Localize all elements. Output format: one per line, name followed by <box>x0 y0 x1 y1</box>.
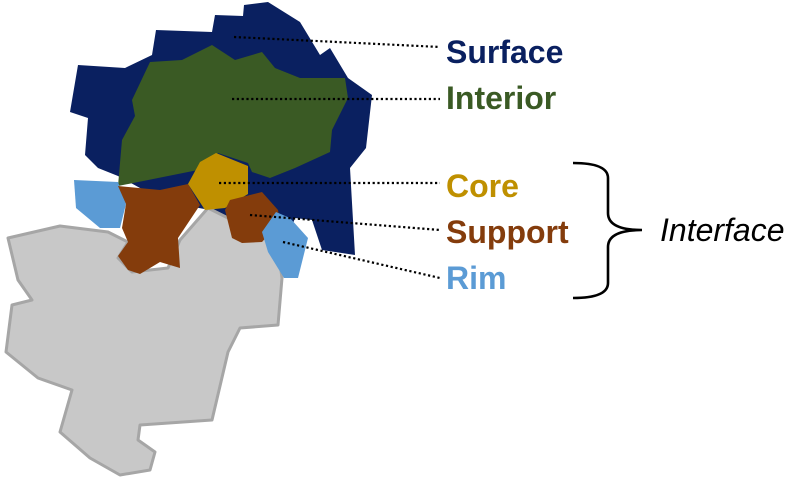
interior-region <box>118 45 348 186</box>
surface-leader-line <box>233 35 441 49</box>
support-leader-line <box>249 213 441 232</box>
support-region-left <box>118 184 200 274</box>
rim-region-left <box>74 180 126 228</box>
interface-bracket <box>572 161 643 300</box>
rim-leader-line <box>282 240 441 280</box>
rim-label: Rim <box>446 260 506 296</box>
interface-label: Interface <box>660 212 785 248</box>
rim-region-right <box>262 212 308 278</box>
interior-label: Interior <box>446 80 556 116</box>
support-label: Support <box>446 214 569 250</box>
surface-label: Surface <box>446 34 563 70</box>
core-label: Core <box>446 168 519 204</box>
core-region <box>188 153 248 210</box>
